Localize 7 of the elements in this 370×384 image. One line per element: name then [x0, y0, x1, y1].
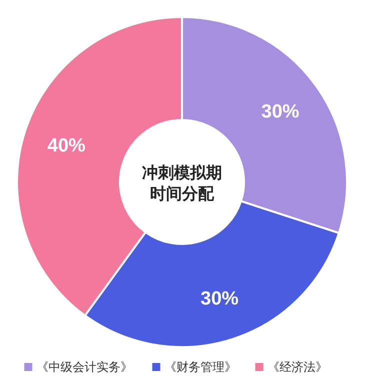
data-label: 30% [200, 288, 239, 310]
legend-label: 《经济法》 [267, 360, 328, 374]
data-label: 30% [261, 102, 300, 123]
text: 冲刺模拟期时间分配 [142, 164, 222, 203]
data-label: 40% [47, 135, 86, 156]
legend-label: 《中级会计实务》 [36, 360, 132, 374]
legend-label: 《财务管理》 [164, 360, 236, 374]
